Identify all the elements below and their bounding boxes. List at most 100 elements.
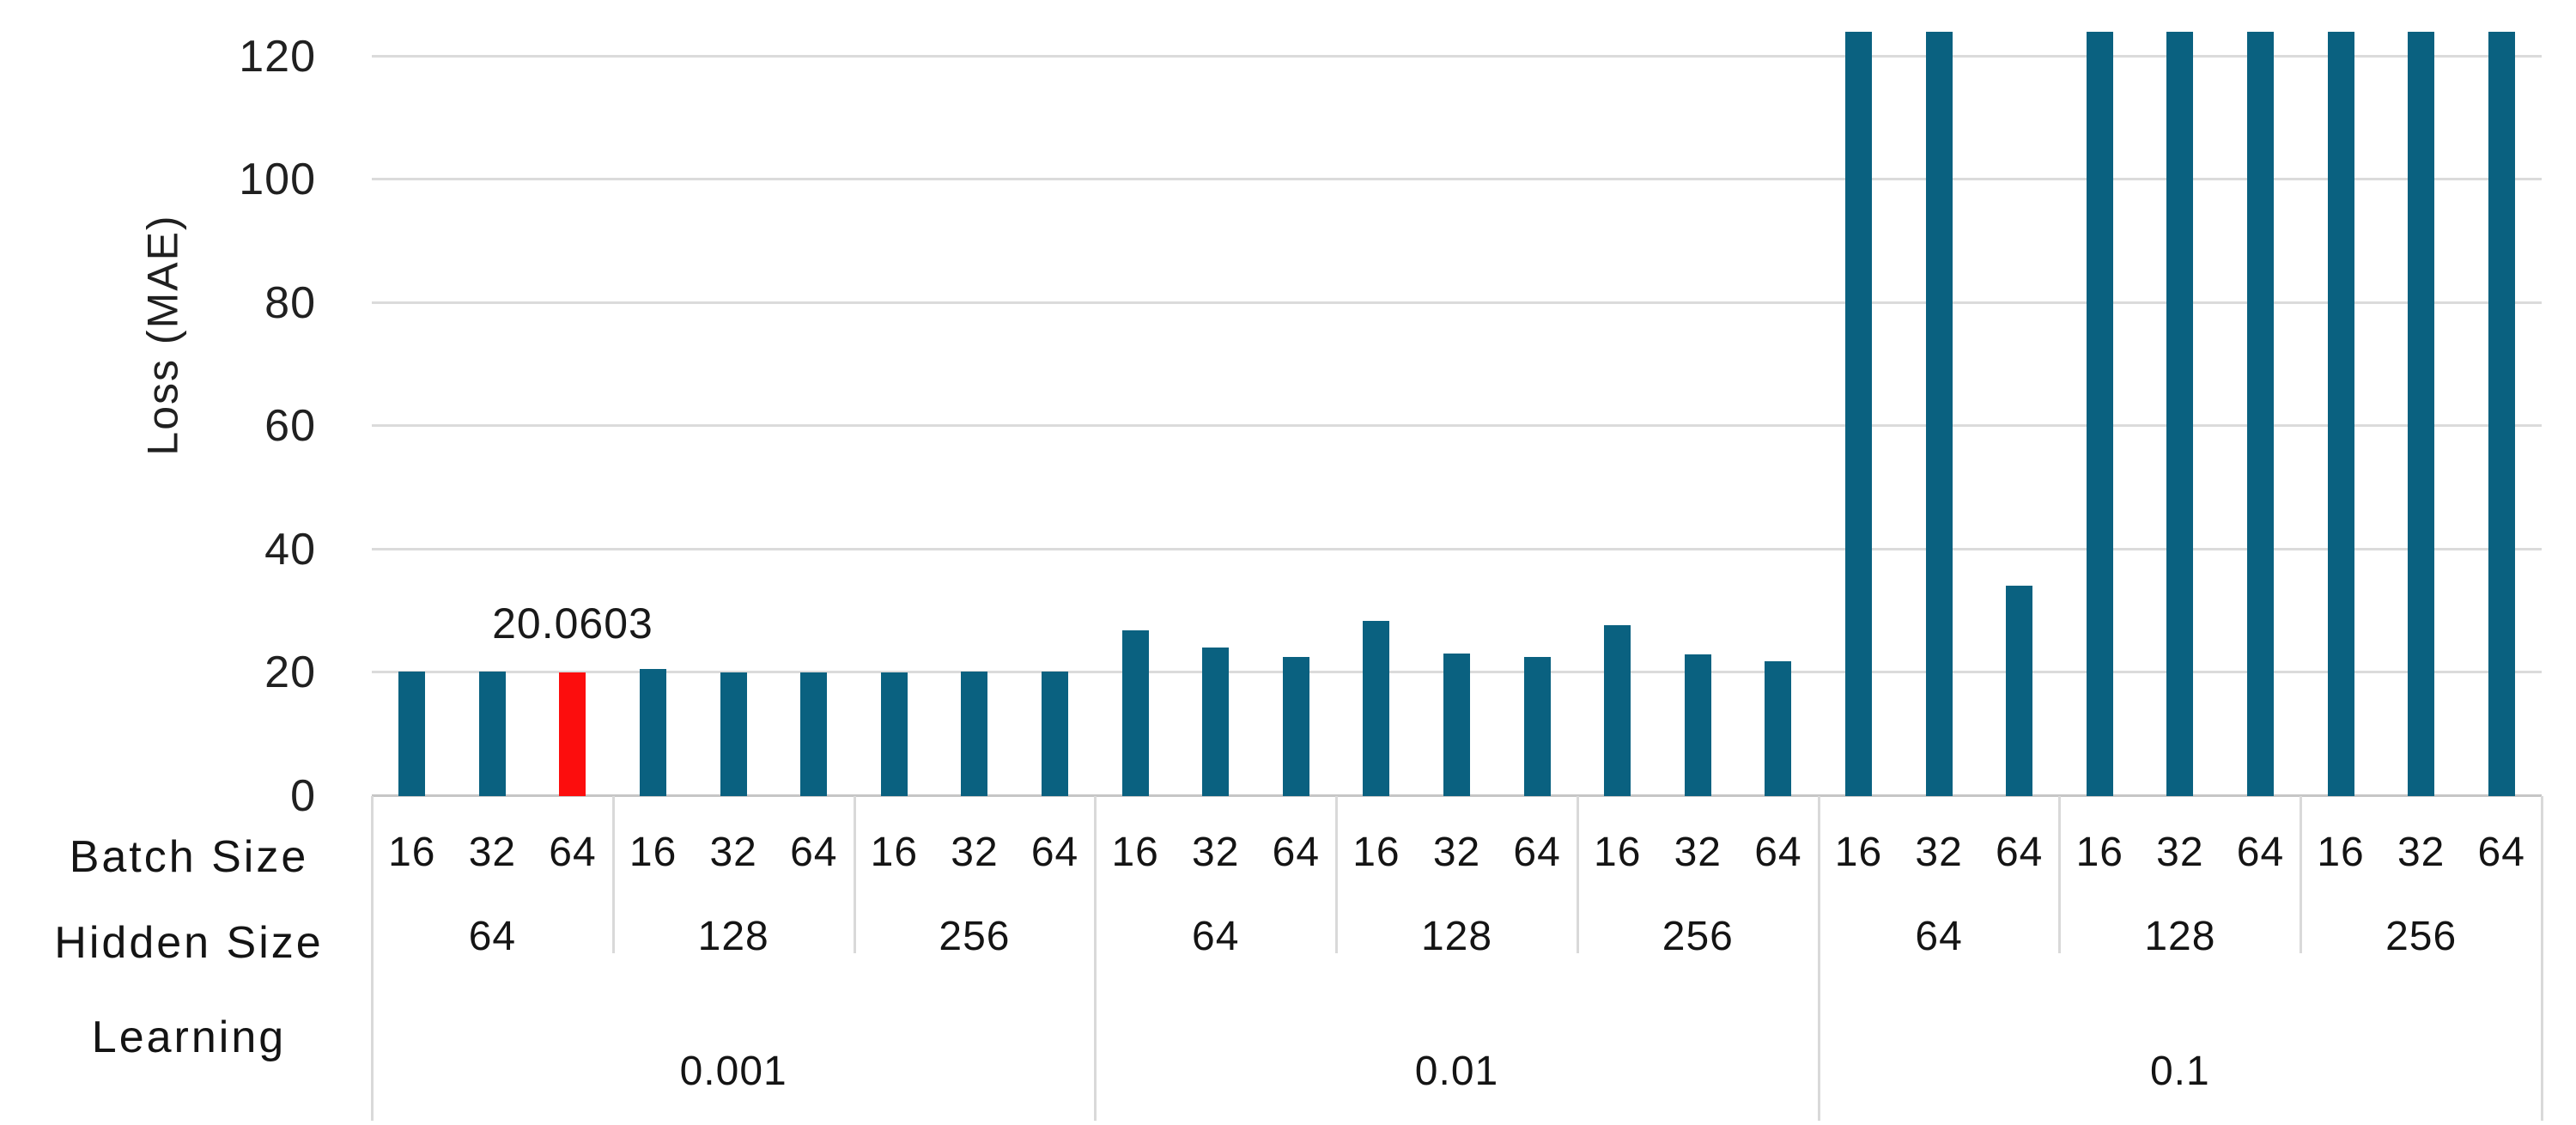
- bar-group-lr0.01-h128: [1336, 32, 1577, 796]
- bar-lr0.1-h64-b64: [2006, 585, 2033, 796]
- hidden-size-label: 128: [697, 913, 769, 959]
- bar-lr0.1-h128-b64-clipped: [2246, 32, 2274, 796]
- batch-size-label: 16: [1352, 829, 1400, 875]
- bar-lr0.001-h128-b32: [720, 672, 747, 796]
- batch-size-label: 64: [2236, 829, 2285, 875]
- bar-lr0.1-h64-b16-clipped: [1844, 32, 1872, 796]
- bar-slot-lr0.001-h64-b32: [453, 32, 533, 796]
- batch-size-label: 16: [1834, 829, 1883, 875]
- bar-lr0.1-h256-b64-clipped: [2488, 32, 2515, 796]
- bar-lr0.01-h64-b32: [1202, 648, 1230, 796]
- bar-lr0.01-h64-b16: [1121, 629, 1149, 796]
- bar-slot-lr0.001-h256-b16: [854, 32, 935, 796]
- bar-lr0.01-h256-b16: [1604, 625, 1631, 796]
- bar-slot-lr0.01-h128-b32: [1417, 32, 1498, 796]
- bar-slot-lr0.1-h128-b16: [2059, 32, 2140, 796]
- learning-rate-label: 0.001: [679, 1049, 787, 1094]
- gridline-40: [372, 547, 2542, 550]
- bar-lr0.1-h256-b16-clipped: [2327, 32, 2354, 796]
- learning-group-separator: [2541, 796, 2543, 1121]
- batch-cell-lr0.01-h128: 16 32 64: [1336, 797, 1577, 907]
- bar-group-lr0.01-h256: [1577, 32, 1819, 796]
- hidden-size-cell-lr0.01: 256: [1577, 902, 1819, 970]
- bar-group-lr0.01-h64: [1095, 32, 1336, 796]
- batch-size-label: 64: [1995, 829, 2044, 875]
- batch-size-label: 16: [1111, 829, 1159, 875]
- bar-lr0.01-h256-b32: [1684, 654, 1711, 796]
- batch-size-label: 64: [549, 829, 597, 875]
- batch-size-label: 32: [1192, 829, 1240, 875]
- bar-lr0.001-h256-b16: [880, 672, 908, 796]
- bar-slot-lr0.001-h64-b16: [372, 32, 453, 796]
- batch-cell-lr0.01-h256: 16 32 64: [1577, 797, 1819, 907]
- batch-size-label: 64: [2477, 829, 2525, 875]
- batch-size-label: 16: [2075, 829, 2123, 875]
- batch-size-label: 16: [1594, 829, 1642, 875]
- learning-rate-row: 0.001 0.01 0.1: [372, 966, 2542, 1125]
- bar-lr0.001-h256-b32: [961, 672, 988, 796]
- learning-rate-cell: 0.1: [1819, 966, 2542, 1125]
- bar-slot-lr0.001-h128-b32: [693, 32, 774, 796]
- bar-group-lr0.1-h64: [1819, 32, 2060, 796]
- batch-size-label: 32: [1674, 829, 1722, 875]
- bar-slot-lr0.01-h128-b64: [1497, 32, 1577, 796]
- bar-lr0.001-h64-b64: [559, 672, 586, 796]
- bar-group-lr0.001-h256: [854, 32, 1096, 796]
- learning-rate-cell: 0.001: [372, 966, 1095, 1125]
- batch-size-label: 32: [2397, 829, 2445, 875]
- bar-slot-lr0.001-h64-b64: 20.0603: [492, 32, 653, 796]
- bar-lr0.1-h64-b32-clipped: [1925, 32, 1953, 796]
- hidden-group-separator: [611, 796, 615, 953]
- bar-slot-lr0.1-h256-b32: [2381, 32, 2462, 796]
- learning-group-separator: [371, 796, 374, 1121]
- batch-size-label: 32: [468, 829, 517, 875]
- learning-group-separator: [1817, 796, 1820, 1121]
- bar-slot-lr0.001-h128-b64: [774, 32, 854, 796]
- bar-lr0.001-h256-b64: [1042, 672, 1069, 796]
- hidden-size-cell-lr0.1: 64: [1819, 902, 2060, 970]
- bar-slot-lr0.01-h256-b32: [1658, 32, 1739, 796]
- row-header-learning: Learning: [91, 1012, 287, 1062]
- row-header-batch-size: Batch Size: [69, 832, 309, 882]
- batch-size-label: 16: [388, 829, 436, 875]
- y-tick-100: 100: [239, 155, 316, 205]
- hidden-group-separator: [853, 796, 856, 953]
- bar-lr0.001-h64-b16: [398, 672, 426, 796]
- batch-size-row: 16 32 64 16 32 64 16 32 64 16 32 64 16 32 64 16 32 64 16 32…: [372, 797, 2542, 907]
- batch-size-label: 64: [1030, 829, 1079, 875]
- hidden-size-label: 128: [1420, 913, 1493, 959]
- bar-lr0.01-h64-b64: [1282, 656, 1309, 796]
- hidden-size-row: 64 128 256 64 128 256 64 128 256: [372, 902, 2542, 970]
- hidden-size-label: 256: [939, 913, 1011, 959]
- bar-slot-lr0.01-h256-b64: [1738, 32, 1819, 796]
- bar-slot-lr0.1-h256-b64: [2461, 32, 2542, 796]
- bar-lr0.1-h128-b16-clipped: [2086, 32, 2113, 796]
- hidden-size-label: 128: [2144, 913, 2216, 959]
- y-tick-80: 80: [264, 277, 316, 328]
- hidden-group-separator: [1576, 796, 1579, 953]
- learning-rate-label: 0.01: [1414, 1049, 1499, 1094]
- bar-lr0.01-h128-b16: [1363, 621, 1390, 796]
- gridline-60: [372, 424, 2542, 428]
- batch-size-label: 64: [1272, 829, 1321, 875]
- hidden-size-cell-lr0.1: 128: [2059, 902, 2300, 970]
- gridline-120: [372, 54, 2542, 58]
- bar-lr0.1-h128-b32-clipped: [2166, 32, 2194, 796]
- learning-group-separator: [1094, 796, 1097, 1121]
- row-header-hidden-size: Hidden Size: [54, 918, 324, 968]
- y-tick-0: 0: [290, 771, 316, 821]
- hidden-size-label: 256: [1662, 913, 1734, 959]
- batch-cell-lr0.001-h256: 16 32 64: [854, 797, 1096, 907]
- x-axis-hierarchy-table: 16 32 64 16 32 64 16 32 64 16 32 64 16 32 64 16 32 64 16 32…: [371, 796, 2543, 1125]
- batch-cell-lr0.1-h256: 16 32 64: [2300, 797, 2542, 907]
- y-tick-40: 40: [264, 524, 316, 575]
- batch-size-label: 64: [790, 829, 838, 875]
- hidden-size-label: 256: [2385, 913, 2458, 959]
- bar-lr0.001-h128-b16: [640, 669, 667, 796]
- bar-lr0.01-h128-b64: [1523, 656, 1551, 796]
- bar-group-lr0.001-h64: 20.0603: [372, 32, 653, 796]
- hidden-size-cell-lr0.1: 256: [2300, 902, 2542, 970]
- bar-slot-lr0.001-h128-b16: [613, 32, 694, 796]
- hidden-size-cell-lr0.001: 256: [854, 902, 1096, 970]
